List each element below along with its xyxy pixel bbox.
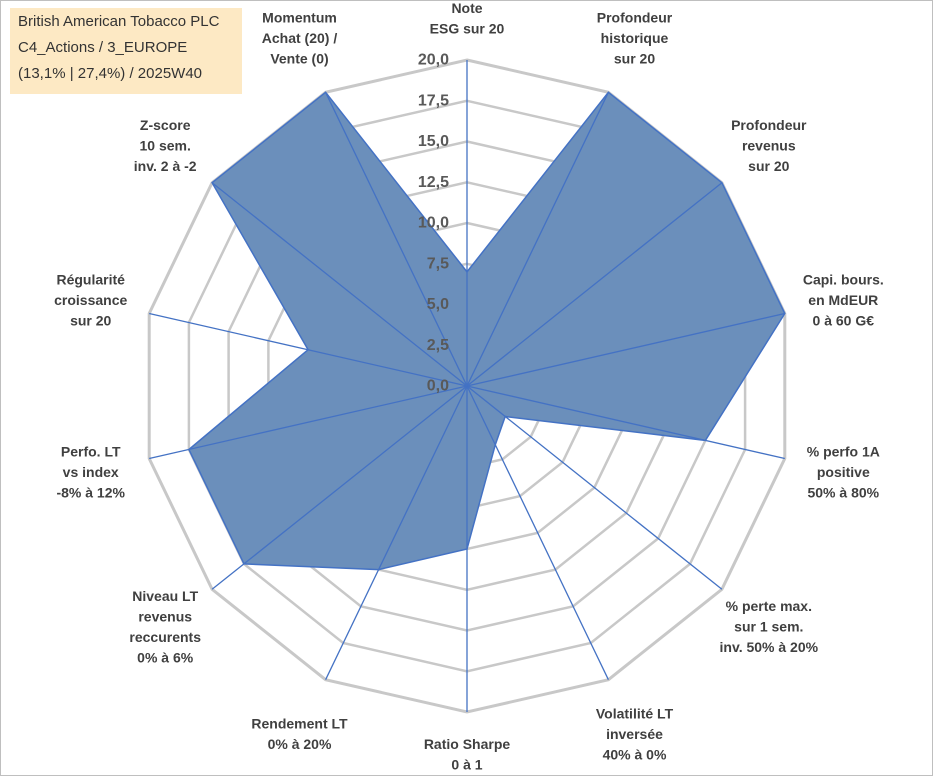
axis-label: Momentum Achat (20) / Vente (0) <box>262 10 338 67</box>
radar-spokes <box>149 60 785 712</box>
spoke <box>149 385 468 460</box>
radial-tick-labels: 0,0 2,5 5,0 7,5 10,0 12,5 15,0 17,5 20,0 <box>418 52 449 395</box>
tick-label: 15,0 <box>418 133 449 150</box>
spoke <box>466 385 609 680</box>
tick-label: 7,5 <box>427 255 449 272</box>
spoke <box>466 92 609 387</box>
info-box: British American Tobacco PLC C4_Actions … <box>10 8 242 94</box>
axis-label: % perfo 1A positive 50% à 80% <box>807 443 880 500</box>
spoke <box>325 385 468 680</box>
spoke <box>466 182 723 387</box>
radar-series <box>187 91 786 571</box>
axis-label: Note ESG sur 20 <box>430 0 505 36</box>
spoke <box>149 312 468 387</box>
tick-label: 20,0 <box>418 52 449 69</box>
axis-label: Profondeur historique sur 20 <box>597 10 673 67</box>
axis-label: Perfo. LT vs index -8% à 12% <box>56 443 125 500</box>
data-area <box>187 91 786 571</box>
stats-label: (13,1% | 27,4%) / 2025W40 <box>18 65 202 82</box>
axis-label: % perte max. sur 1 sem. inv. 50% à 20% <box>720 598 819 655</box>
axis-label: Niveau LT revenus reccurents 0% à 6% <box>129 588 201 666</box>
tick-label: 10,0 <box>418 215 449 232</box>
tick-label: 5,0 <box>427 296 449 313</box>
spoke <box>325 92 468 387</box>
axis-label: Z-score 10 sem. inv. 2 à -2 <box>134 117 197 174</box>
category-label: C4_Actions / 3_EUROPE <box>18 39 188 56</box>
company-name: British American Tobacco PLC <box>18 13 220 30</box>
spoke <box>466 385 785 460</box>
tick-label: 17,5 <box>418 92 449 109</box>
axis-label: Régularité croissance sur 20 <box>54 272 127 329</box>
axis-label: Rendement LT 0% à 20% <box>251 716 348 753</box>
spoke <box>211 385 468 590</box>
axis-labels: Note ESG sur 20 Profondeur historique sur 20… <box>54 0 884 772</box>
axis-label: Capi. bours. en MdEUR 0 à 60 G€ <box>803 272 884 329</box>
spoke <box>466 385 723 590</box>
spoke <box>211 182 468 387</box>
spoke <box>466 312 785 387</box>
tick-label: 2,5 <box>427 337 449 354</box>
tick-label: 0,0 <box>427 378 449 395</box>
axis-label: Profondeur revenus sur 20 <box>731 117 807 174</box>
axis-label: Ratio Sharpe 0 à 1 <box>424 736 511 773</box>
axis-label: Volatilité LT inversée 40% à 0% <box>596 705 674 762</box>
tick-label: 12,5 <box>418 174 449 191</box>
